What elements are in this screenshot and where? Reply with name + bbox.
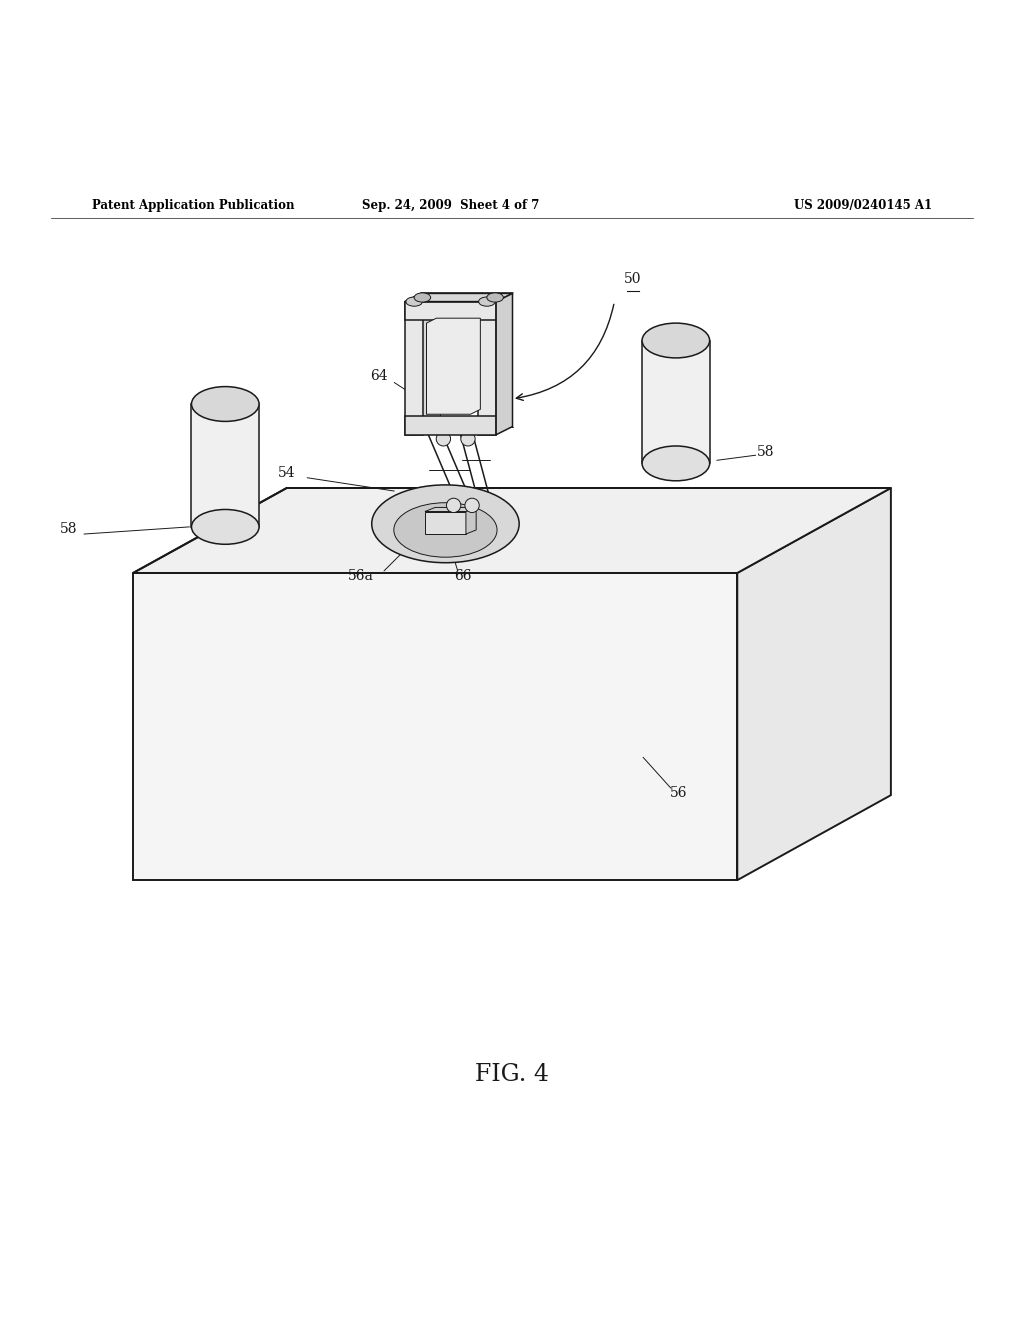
Text: 54: 54 [278, 466, 296, 479]
Circle shape [446, 498, 461, 512]
Circle shape [461, 432, 475, 446]
Polygon shape [133, 488, 891, 573]
Text: 66: 66 [454, 569, 472, 583]
Polygon shape [477, 301, 496, 434]
Text: FIG. 4: FIG. 4 [475, 1063, 549, 1086]
Ellipse shape [486, 293, 504, 302]
Polygon shape [191, 404, 259, 527]
Circle shape [436, 432, 451, 446]
Ellipse shape [191, 510, 259, 544]
Text: 58: 58 [757, 445, 775, 459]
Ellipse shape [642, 323, 710, 358]
Polygon shape [406, 301, 424, 434]
Text: 58: 58 [60, 521, 78, 536]
Text: 56a: 56a [347, 569, 374, 583]
Ellipse shape [372, 484, 519, 562]
Polygon shape [496, 293, 512, 434]
Ellipse shape [406, 297, 423, 306]
Polygon shape [406, 293, 512, 301]
Ellipse shape [642, 446, 710, 480]
Polygon shape [425, 512, 466, 535]
Text: Sep. 24, 2009  Sheet 4 of 7: Sep. 24, 2009 Sheet 4 of 7 [361, 199, 540, 211]
Ellipse shape [478, 297, 496, 306]
Text: US 2009/0240145 A1: US 2009/0240145 A1 [794, 199, 932, 211]
Polygon shape [422, 293, 440, 426]
Ellipse shape [414, 293, 431, 302]
Text: Patent Application Publication: Patent Application Publication [92, 199, 295, 211]
Circle shape [465, 498, 479, 512]
Polygon shape [642, 341, 710, 463]
Polygon shape [466, 507, 476, 535]
Polygon shape [406, 416, 496, 434]
Polygon shape [406, 301, 496, 319]
Text: 64: 64 [370, 370, 388, 383]
Text: 50: 50 [624, 272, 642, 286]
Text: 52: 52 [480, 370, 499, 383]
Ellipse shape [191, 387, 259, 421]
Polygon shape [737, 488, 891, 880]
Text: 56: 56 [670, 787, 688, 800]
Polygon shape [427, 318, 480, 414]
FancyArrowPatch shape [516, 305, 613, 400]
Polygon shape [425, 507, 476, 512]
Polygon shape [133, 573, 737, 880]
Ellipse shape [394, 503, 497, 557]
